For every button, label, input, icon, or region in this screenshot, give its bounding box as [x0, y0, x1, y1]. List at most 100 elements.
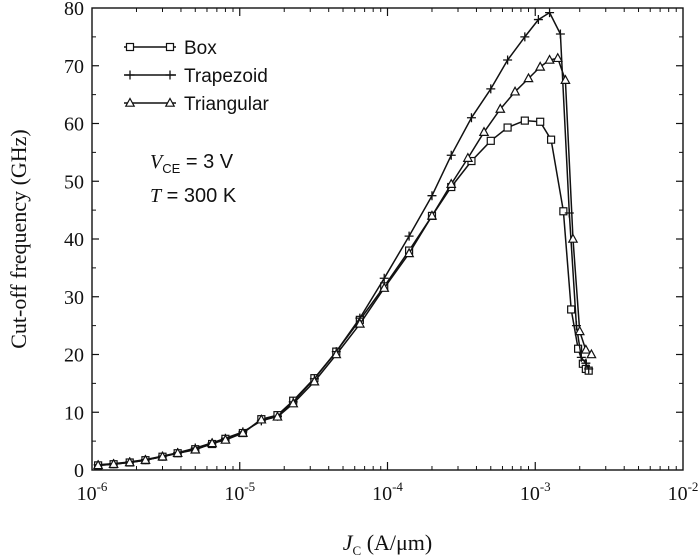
data-point-trapezoid [503, 55, 513, 65]
y-axis-title: Cut-off frequency (GHz) [6, 129, 31, 349]
x-tick-base: 10 [668, 483, 688, 505]
data-point-trapezoid [533, 15, 543, 25]
x-tick-label: 10-6 [77, 479, 108, 505]
x-axis-title-var: J [343, 530, 354, 555]
x-tick-base: 10 [372, 483, 392, 505]
data-point-triangular [172, 447, 183, 458]
legend-label: Trapezoid [184, 66, 268, 87]
annotation: VCE = 3 V [150, 151, 234, 176]
data-point-triangular [446, 178, 457, 188]
legend-marker [124, 97, 136, 107]
x-tick-exponent: -4 [392, 479, 403, 494]
data-point-trapezoid [446, 150, 456, 160]
data-point-triangular [108, 458, 119, 469]
data-point-box [546, 135, 556, 144]
x-tick-base: 10 [77, 483, 97, 505]
x-tick-exponent: -6 [97, 479, 108, 494]
legend-marker [125, 42, 135, 52]
data-point-triangular [309, 375, 320, 386]
annotation-value: = 3 V [180, 151, 233, 173]
annotation-sub: CE [162, 161, 180, 176]
data-point-box [536, 117, 545, 126]
x-tick-exponent: -2 [688, 479, 699, 494]
data-point-trapezoid [520, 32, 530, 42]
y-tick-label: 80 [64, 0, 84, 20]
annotation-var: T [150, 185, 163, 207]
annotation-var: V [150, 151, 165, 173]
data-point-box [567, 305, 576, 314]
data-point-triangular [509, 85, 521, 96]
legend-marker [165, 70, 175, 80]
data-point-triangular [331, 348, 342, 359]
data-point-box [559, 207, 568, 216]
legend: Box Trapezoid Triangular [124, 38, 270, 115]
legend-label: Box [184, 38, 217, 59]
data-point-triangular [287, 397, 299, 408]
legend-item-trapezoid: Trapezoid [124, 66, 268, 87]
series-line-triangular [98, 57, 592, 467]
data-point-trapezoid [555, 29, 565, 39]
data-point-triangular [403, 247, 415, 258]
data-point-triangular [256, 414, 267, 424]
data-point-trapezoid [466, 113, 476, 123]
data-point-triangular [580, 344, 592, 354]
y-tick-label: 40 [64, 229, 84, 251]
data-point-trapezoid [486, 84, 496, 94]
data-point-triangular [534, 61, 546, 71]
data-point-trapezoid [404, 231, 414, 241]
x-tick-exponent: -5 [244, 479, 255, 494]
legend-marker [125, 70, 135, 80]
data-point-trapezoid [379, 273, 389, 283]
data-point-triangular [544, 54, 555, 64]
x-tick-base: 10 [224, 483, 244, 505]
data-point-triangular [206, 437, 218, 448]
legend-item-box: Box [124, 38, 217, 59]
y-tick-label: 70 [64, 56, 84, 78]
data-point-triangular [586, 348, 597, 359]
data-point-triangular [354, 318, 366, 328]
data-point-triangular [462, 152, 474, 162]
x-tick-label: 10-2 [668, 479, 699, 505]
x-axis-title-unit: (A/μm) [361, 530, 432, 555]
y-tick-label: 30 [64, 287, 84, 309]
data-point-triangular [478, 126, 490, 136]
annotations: VCE = 3 V T = 300 K [150, 151, 237, 207]
data-point-triangular [124, 456, 135, 467]
y-tick-label: 0 [74, 460, 84, 482]
series-line-trapezoid [98, 11, 590, 466]
data-point-triangular [378, 282, 390, 292]
data-point-trapezoid [581, 358, 591, 368]
x-tick-label: 10-5 [224, 479, 255, 505]
data-point-trapezoid [584, 364, 594, 374]
data-point-triangular [426, 210, 438, 220]
data-point-triangular [190, 444, 201, 454]
legend-item-triangular: Triangular [124, 94, 270, 115]
data-point-triangular [574, 325, 585, 336]
data-point-trapezoid [545, 8, 555, 18]
data-point-box [520, 116, 529, 125]
data-point-box [503, 123, 512, 132]
data-point-triangular [495, 103, 506, 113]
data-point-triangular [237, 427, 249, 437]
series-trapezoid [93, 8, 594, 470]
data-point-triangular [567, 233, 579, 243]
y-tick-label: 20 [64, 345, 84, 367]
legend-marker [165, 42, 175, 52]
data-point-triangular [523, 72, 534, 83]
data-point-trapezoid [576, 352, 586, 362]
x-axis-title-sub: C [353, 543, 362, 558]
data-point-trapezoid [427, 191, 437, 201]
plot-frame [91, 7, 684, 471]
x-tick-label: 10-3 [520, 479, 551, 505]
x-axis-title: JC (A/μm) [343, 530, 433, 558]
data-point-triangular [272, 411, 283, 421]
y-tick-label: 10 [64, 402, 84, 424]
x-tick-base: 10 [520, 483, 540, 505]
legend-label: Triangular [184, 94, 270, 115]
y-tick-label: 50 [64, 171, 84, 193]
data-point-box [574, 344, 583, 353]
annotation: T = 300 K [150, 185, 237, 207]
series-triangular [92, 52, 597, 470]
